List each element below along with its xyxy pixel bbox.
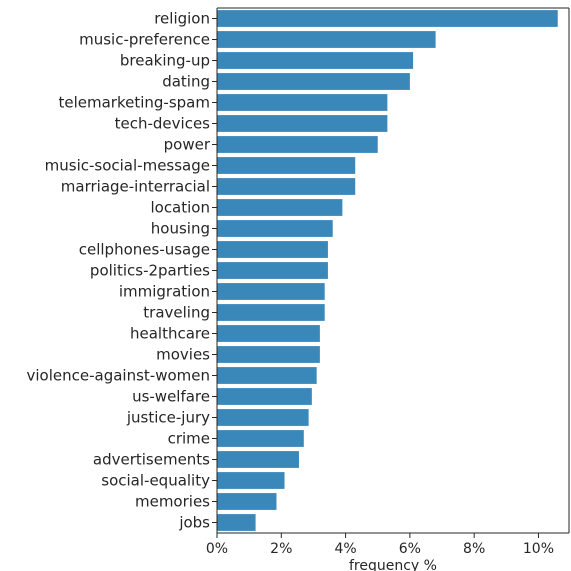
bar-healthcare xyxy=(217,325,320,342)
category-label: power xyxy=(164,136,211,154)
category-label: healthcare xyxy=(130,325,210,343)
x-tick-label: 8% xyxy=(463,541,485,557)
bar-housing xyxy=(217,220,333,237)
bar-justice-jury xyxy=(217,409,309,426)
category-label: religion xyxy=(154,10,210,28)
bar-power xyxy=(217,136,378,153)
category-label: immigration xyxy=(119,283,210,301)
x-ticks-group: 0% 2% 4% 6% 8% 10% xyxy=(206,533,554,557)
bar-movies xyxy=(217,346,320,363)
bar-music-social-message xyxy=(217,157,356,174)
bar-traveling xyxy=(217,304,325,321)
category-label: justice-jury xyxy=(126,409,210,427)
bar-breaking-up xyxy=(217,52,414,69)
x-tick-label: 0% xyxy=(206,541,228,557)
category-label: dating xyxy=(162,73,210,91)
x-tick-label: 4% xyxy=(334,541,356,557)
category-label: memories xyxy=(135,493,210,511)
category-label: violence-against-women xyxy=(27,367,211,385)
x-axis-title: frequency % xyxy=(349,558,437,571)
bar-us-welfare xyxy=(217,388,312,405)
bar-memories xyxy=(217,493,277,510)
category-label: movies xyxy=(156,346,210,364)
bar-politics-2parties xyxy=(217,262,328,279)
category-label: advertisements xyxy=(93,451,210,469)
category-label: crime xyxy=(168,430,210,448)
x-tick-label: 10% xyxy=(523,541,554,557)
category-label: music-preference xyxy=(79,31,210,49)
category-label: breaking-up xyxy=(120,52,210,70)
bars-group xyxy=(217,10,558,531)
bar-crime xyxy=(217,430,304,447)
category-label: us-welfare xyxy=(132,388,210,406)
category-label: housing xyxy=(151,220,210,238)
category-label: jobs xyxy=(178,514,210,532)
category-label: tech-devices xyxy=(115,115,211,133)
bar-tech-devices xyxy=(217,115,388,132)
x-tick-label: 6% xyxy=(399,541,421,557)
bar-location xyxy=(217,199,343,216)
bar-telemarketing-spam xyxy=(217,94,388,111)
bar-cellphones-usage xyxy=(217,241,328,258)
bar-social-equality xyxy=(217,472,285,489)
bar-violence-against-women xyxy=(217,367,317,384)
category-label: politics-2parties xyxy=(90,262,210,280)
category-label: social-equality xyxy=(101,472,210,490)
category-label: music-social-message xyxy=(45,157,210,175)
bar-jobs xyxy=(217,514,256,531)
category-labels-group: religion music-preference breaking-up datin… xyxy=(27,10,217,532)
x-tick-label: 2% xyxy=(270,541,292,557)
category-label: location xyxy=(150,199,210,217)
bar-marriage-interracial xyxy=(217,178,356,195)
bar-advertisements xyxy=(217,451,299,468)
bar-dating xyxy=(217,73,410,90)
bar-immigration xyxy=(217,283,325,300)
bar-religion xyxy=(217,10,558,27)
category-label: marriage-interracial xyxy=(61,178,210,196)
category-label: traveling xyxy=(143,304,210,322)
category-label: telemarketing-spam xyxy=(59,94,211,112)
bar-music-preference xyxy=(217,31,436,48)
category-label: cellphones-usage xyxy=(79,241,210,259)
